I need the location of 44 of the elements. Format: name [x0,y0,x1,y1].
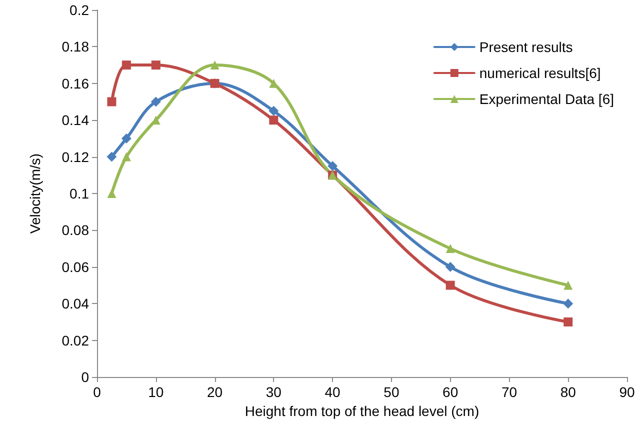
y-tick-label: 0.12 [62,148,90,165]
y-tick-label: 0.1 [70,186,90,202]
point [121,133,132,144]
point [107,189,116,198]
x-tick-label: 50 [384,384,400,400]
y-tick-label: 0.2 [70,2,90,18]
x-tick-label: 70 [501,384,518,400]
x-tick-label: 0 [93,384,102,400]
y-tick-label: 0.02 [62,332,90,348]
y-tick-label: 0.06 [62,258,90,275]
legend-label: Present results [479,39,573,55]
x-tick-label: 10 [148,384,164,400]
point [268,106,279,116]
point [446,244,455,254]
point [210,60,220,70]
y-tick-label: 0.14 [62,112,90,128]
x-axis-title: Height from top of the head level (cm) [244,402,480,419]
point [107,97,116,106]
y-axis-title: Velocity(m/s) [27,153,43,234]
x-tick-label: 30 [266,384,282,400]
point [122,60,131,70]
y-tick-label: 0.18 [62,38,90,55]
point [564,317,573,326]
point [563,298,574,309]
x-tick-label: 90 [619,384,635,400]
point [122,152,131,162]
x-tick-label: 40 [324,384,341,400]
x-tick-label: 60 [442,384,458,400]
y-tick-label: 0.08 [62,222,90,238]
y-tick-label: 0 [81,369,90,385]
point [564,280,573,290]
y-tick-label: 0.04 [62,296,90,312]
legend-label: numerical results[6] [479,65,601,81]
x-tick-label: 80 [560,384,576,400]
y-tick-label: 0.16 [62,75,90,92]
point [446,280,455,290]
point [269,116,278,125]
point [150,96,161,107]
point [328,160,338,171]
point [151,60,160,70]
point [106,152,117,162]
legend-label: Experimental Data [6] [479,91,614,107]
x-tick-label: 20 [206,384,223,400]
point [445,262,456,272]
